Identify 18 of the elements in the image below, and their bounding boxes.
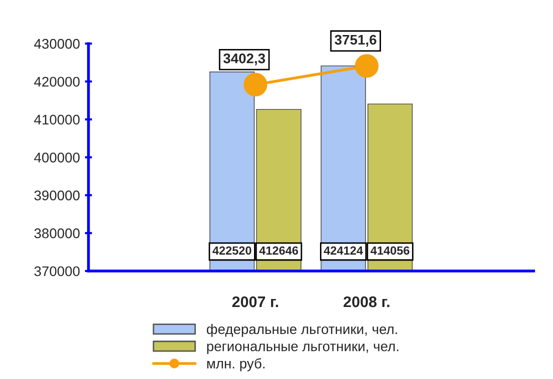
data-label: 3751,6 — [334, 34, 376, 47]
y-tick-label: 380000 — [34, 228, 80, 238]
data-label: 422520 — [212, 246, 252, 255]
legend-label: млн. руб. — [207, 358, 265, 372]
y-tick-label: 420000 — [34, 76, 80, 87]
y-tick-label: 410000 — [34, 114, 80, 125]
data-label: 3402,3 — [223, 53, 266, 66]
x-tick-label: 2007 г. — [232, 296, 278, 308]
y-tick-label: 430000 — [34, 38, 80, 49]
legend-label: федеральные льготники, чел. — [206, 324, 397, 337]
y-tick-label: 370000 — [34, 266, 80, 276]
y-tick-label: 390000 — [34, 190, 80, 200]
legend-label: региональные льготники, чел. — [207, 344, 398, 354]
data-label: 414056 — [370, 246, 410, 255]
data-label: 424124 — [324, 246, 363, 255]
y-tick-label: 400000 — [34, 152, 80, 162]
data-label: 412646 — [259, 246, 298, 255]
x-tick-label: 2008 г. — [344, 296, 390, 308]
